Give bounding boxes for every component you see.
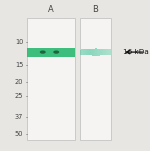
Bar — [102, 49, 103, 55]
Bar — [83, 49, 84, 55]
Bar — [100, 49, 102, 55]
Ellipse shape — [53, 50, 59, 54]
Bar — [94, 49, 95, 56]
Bar — [105, 49, 106, 55]
Bar — [92, 49, 94, 56]
Bar — [81, 49, 83, 55]
Text: B: B — [92, 5, 98, 14]
Bar — [95, 48, 97, 56]
Text: 15: 15 — [15, 62, 23, 68]
Bar — [110, 49, 111, 55]
Bar — [97, 49, 98, 56]
Bar — [91, 49, 92, 55]
Text: 20: 20 — [15, 79, 23, 85]
Text: 25: 25 — [15, 93, 23, 99]
Bar — [27, 48, 75, 57]
Bar — [87, 49, 89, 55]
Bar — [106, 49, 108, 55]
Text: 50: 50 — [15, 131, 23, 137]
Bar — [89, 49, 90, 55]
Text: A: A — [48, 5, 54, 14]
Bar — [103, 49, 105, 55]
Bar — [27, 18, 75, 140]
Bar — [84, 49, 86, 55]
Ellipse shape — [40, 50, 46, 54]
Bar — [80, 18, 111, 140]
Bar — [108, 49, 109, 55]
Text: 10: 10 — [15, 39, 23, 45]
Bar — [80, 50, 81, 55]
Text: 16 kDa: 16 kDa — [123, 49, 148, 55]
Bar — [98, 49, 100, 56]
Text: 37: 37 — [15, 114, 23, 120]
Bar — [86, 49, 87, 55]
